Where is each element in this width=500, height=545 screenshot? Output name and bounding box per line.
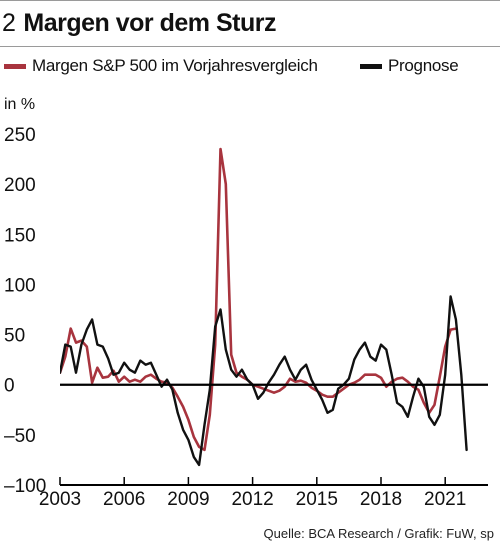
series-line-margins (60, 147, 458, 452)
title-rule (0, 46, 500, 47)
source-note: Quelle: BCA Research / Grafik: FuW, sp (263, 526, 494, 541)
x-tick-label: 2015 (296, 489, 338, 510)
legend-item-margins: Margen S&P 500 im Vorjahresvergleich (4, 56, 318, 76)
top-rule (0, 0, 500, 1)
y-axis-unit-label: in % (4, 96, 35, 113)
legend-swatch-forecast (360, 63, 382, 69)
chart-title: Margen vor dem Sturz (23, 9, 276, 37)
x-tick-label: 2012 (231, 489, 273, 510)
y-tick-label: 0 (4, 376, 15, 397)
x-tick-label: 2018 (360, 489, 402, 510)
x-tick-label: 2021 (424, 489, 466, 510)
chart-header: 2 Margen vor dem Sturz (2, 6, 276, 40)
y-tick-label: 150 (4, 225, 36, 246)
y-tick-label: –100 (4, 476, 46, 497)
legend-label-forecast: Prognose (388, 56, 459, 75)
x-tick-label: 2009 (167, 489, 209, 510)
x-tick-label: 2003 (39, 489, 81, 510)
series-line-forecast (60, 295, 468, 467)
legend-swatch-margins (4, 63, 26, 69)
y-tick-label: 200 (4, 175, 36, 196)
chart-number: 2 (2, 9, 16, 37)
legend-item-forecast: Prognose (360, 56, 459, 76)
y-tick-label: 250 (4, 125, 36, 146)
y-tick-label: 100 (4, 275, 36, 296)
x-tick-label: 2006 (103, 489, 145, 510)
y-tick-label: –50 (4, 426, 36, 447)
legend: Margen S&P 500 im Vorjahresvergleich Pro… (0, 56, 500, 80)
legend-label-margins: Margen S&P 500 im Vorjahresvergleich (32, 56, 318, 75)
y-tick-label: 50 (4, 326, 25, 347)
